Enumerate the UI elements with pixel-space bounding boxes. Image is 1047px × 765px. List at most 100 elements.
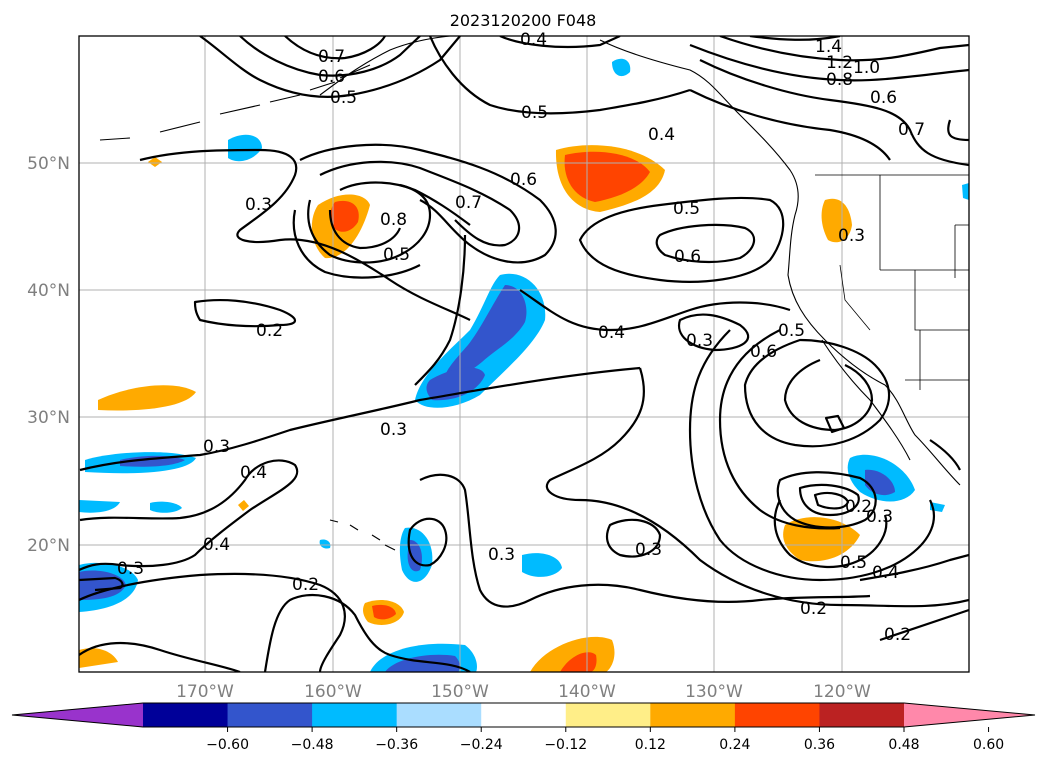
contour-label: 0.3 [635,540,662,560]
colorbar-swatch [396,703,482,727]
colorbar-extend-low [12,703,143,727]
colorbar-tick-label: 0.60 [973,737,1004,753]
contour-label: 0.2 [256,321,283,341]
colorbar-tick-label: 0.24 [719,737,750,753]
north-america-coast [599,39,961,486]
contour-label: 0.2 [845,497,872,517]
contour-label: 0.8 [826,70,853,90]
contour-03-hawaii-loop [407,517,448,567]
contour-03-right [677,313,750,352]
latitude-labels: 50°N 40°N 30°N 20°N [27,154,70,556]
lon-label: 130°W [685,682,743,702]
contour-low-5 [292,209,421,279]
contour-low-2 [319,160,521,247]
contour-sw-loop [79,576,124,592]
colorbar-tick-label: 0.48 [888,737,919,753]
contour-label: 0.8 [380,210,407,230]
contour-label: 1.4 [815,37,842,57]
contour-label: 0.7 [318,47,345,67]
contour-label: 0.6 [870,88,897,108]
contour-label: 0.5 [840,553,867,573]
contour-label: 0.4 [872,563,899,583]
contour-03-south [419,473,871,608]
contour-04-mid [414,234,467,386]
contour-label: 0.6 [510,170,537,190]
contour-label: 0.5 [383,245,410,265]
contour-top-left-2 [239,36,421,77]
colorbar: −0.60 −0.48 −0.36 −0.24 −0.12 0.12 0.24 0.36 0.4… [11,702,1036,753]
contour-label: 0.4 [648,125,675,145]
contour-label: 0.6 [750,342,777,362]
warm-anomaly-dot2 [238,500,249,511]
contour-label: 1.0 [853,58,880,78]
contour-ne-2 [689,43,969,82]
contour-label: 0.3 [203,437,230,457]
contour-se-south2 [879,608,969,642]
contour-label: 0.2 [800,599,827,619]
contour-label: 0.3 [245,195,272,215]
warm-anomaly-dot [148,157,162,167]
contour-low-6 [328,209,402,250]
contour-label: 0.4 [203,535,230,555]
baja [821,339,911,461]
contour-top-left-1 [199,36,461,98]
contour-label: 0.3 [488,545,515,565]
colorbar-swatch [481,703,567,727]
warm-anomaly-south2-core [372,604,396,620]
contour-se-3 [813,491,850,510]
contour-label: 0.5 [521,103,548,123]
contour-label: 0.3 [866,507,893,527]
contour-labels: 0.7 0.6 0.5 0.4 1.4 1.2 1.0 0.8 0.6 0.7 … [117,30,925,645]
lon-label: 170°W [176,682,234,702]
aleutians [99,64,371,141]
contour-05-mid [578,196,785,283]
colorbar-tick-label: −0.12 [544,737,587,753]
figure-title: 2023120200 F048 [450,11,597,30]
contour-ne-4 [689,89,891,161]
cold-anomaly-band-core [444,285,527,385]
contour-label: 0.3 [838,226,865,246]
contour-02-south-2 [263,593,471,672]
warm-anomaly-low-core [330,200,359,232]
graticule [79,36,969,672]
contour-label: 0.7 [455,193,482,213]
contour-label: 1.2 [826,53,853,73]
contour-06-mid [655,223,756,264]
colorbar-swatch [734,703,820,727]
contour-label: 0.5 [778,321,805,341]
contour-ne-5 [947,119,969,142]
longitude-labels: 170°W 160°W 150°W 140°W 130°W 120°W [176,682,871,702]
warm-anomaly-gulf-core [564,151,650,202]
contour-04-west [79,459,299,572]
colorbar-outline [11,702,1036,728]
contour-east-2 [688,329,935,582]
cold-anomaly-west2 [79,500,120,513]
colorbar-tick-label: −0.36 [375,737,418,753]
colorbar-tick-label: 0.36 [804,737,835,753]
contour-se-4 [773,499,888,569]
contour-label: 0.6 [674,247,701,267]
cold-anomaly-west3 [150,501,182,513]
state-borders [815,174,969,390]
contour-label: 0.3 [686,331,713,351]
contour-east-4 [743,338,891,448]
contour-se-1 [776,471,877,529]
colorbar-extend-high [904,703,1035,727]
contour-top-mid [428,36,691,115]
contour-label: 0.4 [520,30,547,50]
contour-label: 0.6 [318,67,345,87]
cold-anomaly-north [228,134,262,162]
contour-label: 0.3 [117,559,144,579]
colorbar-tick-label: −0.48 [291,737,334,753]
contour-label: 0.5 [673,199,700,219]
contour-east-3 [718,329,841,530]
cold-anomaly-top [612,58,631,77]
contour-low-1 [299,143,557,264]
colorbar-swatch [565,703,651,727]
contour-label: 0.2 [292,575,319,595]
contour-east-small [824,414,846,434]
lon-label: 120°W [813,682,871,702]
cold-anomaly-small [319,539,331,549]
colorbar-swatch [819,703,905,727]
contour-03-west [139,148,471,321]
